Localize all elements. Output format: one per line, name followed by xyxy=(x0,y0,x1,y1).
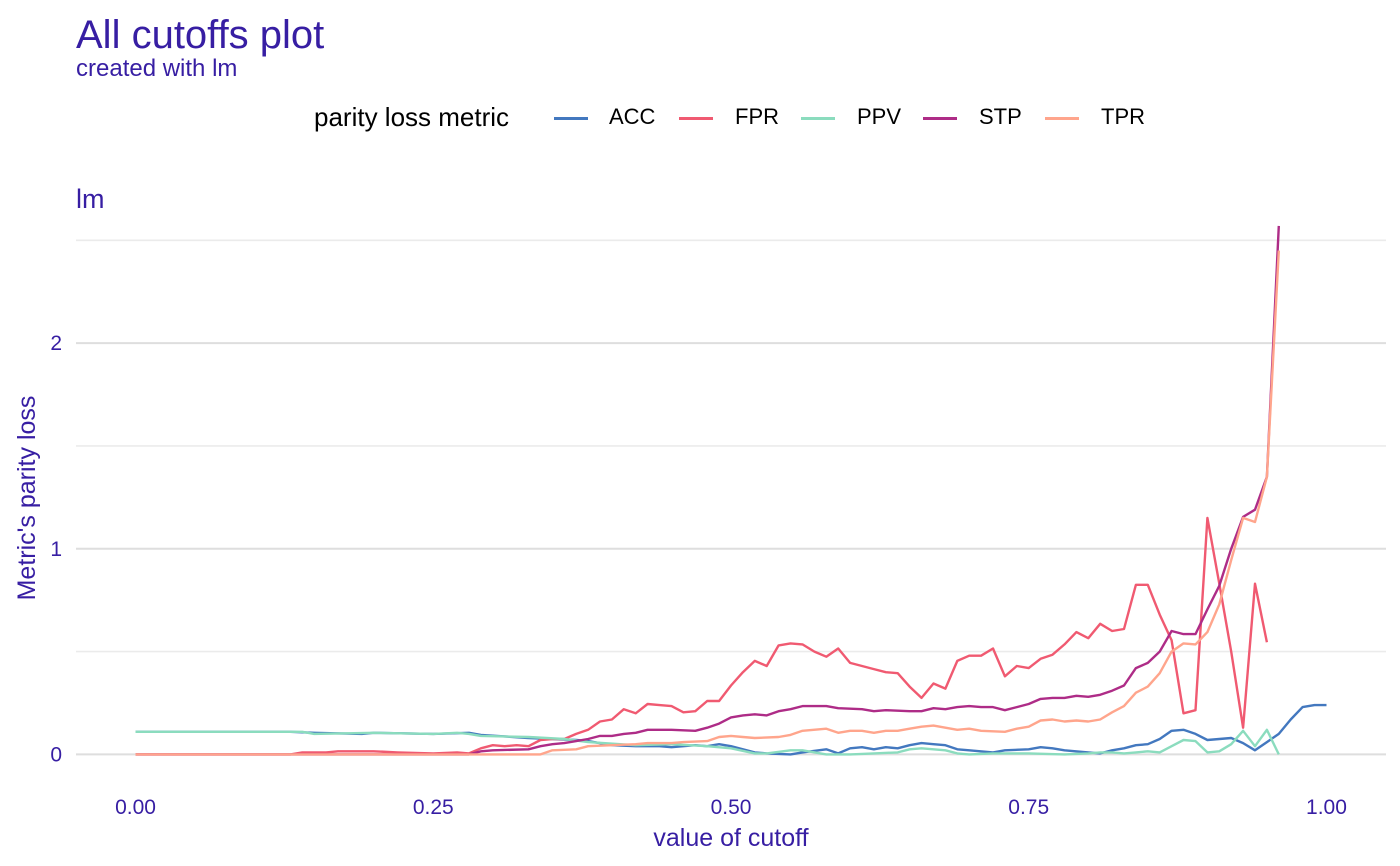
legend-key-fpr xyxy=(679,117,713,120)
chart-subtitle: created with lm xyxy=(76,55,238,82)
legend-label-stp: STP xyxy=(979,104,1022,129)
legend-label-tpr: TPR xyxy=(1101,104,1145,129)
series-lines xyxy=(135,225,1327,756)
chart-title: All cutoffs plot xyxy=(76,13,325,57)
x-tick-label: 0.50 xyxy=(711,796,752,819)
series-line-tpr xyxy=(135,250,1280,756)
series-line-acc xyxy=(135,703,1327,756)
series-line-ppv xyxy=(135,728,1280,756)
legend-key-stp xyxy=(923,117,957,120)
x-axis-title: value of cutoff xyxy=(653,824,808,852)
x-tick-label: 1.00 xyxy=(1306,796,1347,819)
y-axis-title: Metric's parity loss xyxy=(13,396,41,601)
x-tick-label: 0.00 xyxy=(115,796,156,819)
series-line-stp xyxy=(135,225,1280,756)
legend-label-fpr: FPR xyxy=(735,104,779,129)
x-tick-label: 0.75 xyxy=(1008,796,1049,819)
legend-label-acc: ACC xyxy=(609,104,656,129)
axis-ticks: 0.00 0.25 0.50 0.75 1.00 0 1 2 xyxy=(50,332,1347,819)
facet-label: lm xyxy=(76,184,105,214)
legend-title: parity loss metric xyxy=(314,102,510,132)
y-tick-label: 1 xyxy=(50,538,62,561)
y-tick-label: 0 xyxy=(50,743,62,766)
legend-key-ppv xyxy=(801,117,835,120)
legend: parity loss metric ACC FPR PPV STP TPR xyxy=(0,100,1400,136)
legend-label-ppv: PPV xyxy=(857,104,902,129)
series-line-fpr xyxy=(135,516,1269,756)
legend-key-acc xyxy=(554,117,588,120)
y-tick-label: 2 xyxy=(50,332,62,355)
gridlines xyxy=(76,239,1386,756)
legend-key-tpr xyxy=(1045,117,1079,120)
x-tick-label: 0.25 xyxy=(413,796,454,819)
